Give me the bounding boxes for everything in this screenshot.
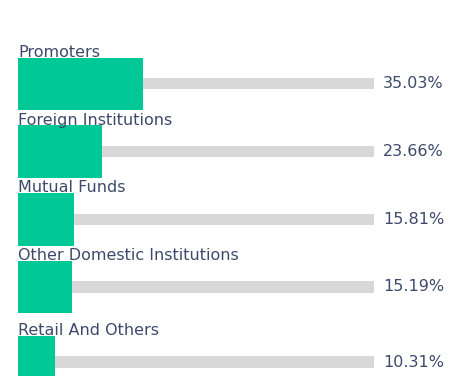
Text: Other Domestic Institutions: Other Domestic Institutions: [18, 248, 238, 263]
Text: 35.03%: 35.03%: [382, 76, 443, 91]
FancyBboxPatch shape: [18, 356, 373, 368]
FancyBboxPatch shape: [18, 281, 373, 293]
FancyBboxPatch shape: [18, 78, 373, 89]
Text: 15.81%: 15.81%: [382, 212, 443, 227]
Text: Retail And Others: Retail And Others: [18, 323, 159, 338]
FancyBboxPatch shape: [18, 146, 373, 157]
Text: Mutual Funds: Mutual Funds: [18, 180, 126, 196]
Text: 23.66%: 23.66%: [382, 144, 443, 159]
Text: Promoters: Promoters: [18, 45, 100, 60]
FancyBboxPatch shape: [18, 336, 55, 376]
Text: Foreign Institutions: Foreign Institutions: [18, 113, 172, 128]
FancyBboxPatch shape: [18, 214, 373, 225]
Text: 10.31%: 10.31%: [382, 355, 443, 370]
Text: 15.19%: 15.19%: [382, 279, 443, 294]
FancyBboxPatch shape: [18, 193, 74, 246]
FancyBboxPatch shape: [18, 125, 102, 178]
FancyBboxPatch shape: [18, 261, 72, 313]
FancyBboxPatch shape: [18, 58, 142, 110]
